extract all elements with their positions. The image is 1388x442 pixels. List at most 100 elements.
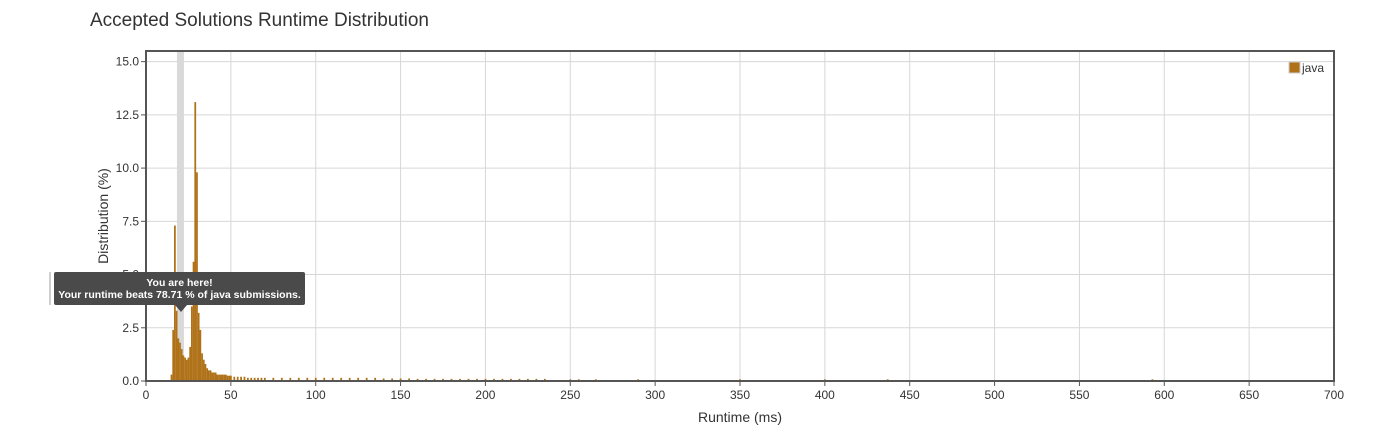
- bar[interactable]: [192, 261, 195, 381]
- plot-frame: [145, 50, 1335, 382]
- bar[interactable]: [484, 378, 487, 381]
- bar[interactable]: [218, 374, 220, 381]
- bar[interactable]: [182, 355, 185, 381]
- bar[interactable]: [306, 377, 309, 381]
- x-tick-label: 550: [1069, 388, 1089, 402]
- bar[interactable]: [382, 378, 385, 381]
- bar[interactable]: [175, 310, 178, 381]
- y-tick-label: 15.0: [116, 55, 140, 69]
- bar[interactable]: [219, 374, 222, 381]
- bar[interactable]: [323, 377, 326, 381]
- tooltip-line-1: You are here!: [146, 277, 213, 289]
- bar[interactable]: [187, 357, 190, 381]
- bar[interactable]: [233, 376, 236, 381]
- bar[interactable]: [260, 377, 263, 381]
- bar[interactable]: [467, 378, 470, 381]
- bar[interactable]: [226, 375, 229, 381]
- bar[interactable]: [177, 338, 180, 381]
- bar[interactable]: [228, 375, 231, 381]
- bar[interactable]: [201, 353, 203, 381]
- y-tick-label: 0.0: [122, 374, 139, 388]
- bar[interactable]: [297, 377, 300, 381]
- bar[interactable]: [391, 378, 394, 381]
- bar[interactable]: [357, 377, 360, 381]
- bar[interactable]: [236, 376, 239, 381]
- bar[interactable]: [180, 349, 183, 381]
- tooltip-pointer: [175, 305, 187, 312]
- bar[interactable]: [240, 376, 242, 381]
- x-tick-label: 600: [1154, 388, 1174, 402]
- bar[interactable]: [224, 374, 227, 381]
- bar[interactable]: [450, 378, 453, 381]
- bar[interactable]: [213, 372, 215, 381]
- bar[interactable]: [257, 377, 259, 381]
- bar[interactable]: [211, 372, 214, 381]
- bar[interactable]: [425, 378, 427, 381]
- bar[interactable]: [416, 378, 419, 381]
- bar[interactable]: [535, 378, 538, 381]
- bar[interactable]: [408, 378, 410, 381]
- bar[interactable]: [206, 368, 209, 381]
- bar[interactable]: [510, 378, 512, 381]
- tooltip-line-2: Your runtime beats 78.71 % of java submi…: [58, 289, 301, 301]
- bar[interactable]: [501, 378, 504, 381]
- bar[interactable]: [289, 377, 292, 381]
- bar[interactable]: [172, 329, 175, 381]
- bar[interactable]: [170, 374, 173, 381]
- x-tick-label: 400: [815, 388, 835, 402]
- bar[interactable]: [527, 378, 529, 381]
- tooltip-edge: [49, 272, 51, 305]
- legend-swatch-java: [1288, 61, 1301, 74]
- bar[interactable]: [189, 346, 192, 381]
- bar[interactable]: [209, 370, 212, 381]
- legend[interactable]: java: [1288, 61, 1324, 75]
- bar[interactable]: [216, 374, 219, 381]
- grid-lines: [146, 51, 1335, 381]
- x-tick-label: 150: [391, 388, 411, 402]
- bar[interactable]: [190, 306, 193, 381]
- bar[interactable]: [199, 329, 202, 381]
- bar[interactable]: [314, 377, 317, 381]
- bar[interactable]: [221, 374, 224, 381]
- bar[interactable]: [365, 377, 368, 381]
- x-axis-ticks: 0 50 100 150 200 250 300 350 400 450 500 550 600 650 7…: [143, 381, 1344, 402]
- bar[interactable]: [340, 377, 343, 381]
- bar[interactable]: [214, 372, 217, 381]
- bar[interactable]: [179, 342, 181, 381]
- bar[interactable]: [207, 370, 210, 381]
- x-tick-label: 100: [306, 388, 326, 402]
- bar[interactable]: [476, 378, 478, 381]
- bar-series-java: [170, 102, 1335, 381]
- your-runtime-highlight-band: [176, 51, 184, 381]
- bar[interactable]: [348, 377, 351, 381]
- bar[interactable]: [246, 377, 249, 381]
- bar[interactable]: [518, 378, 521, 381]
- bar[interactable]: [250, 377, 253, 381]
- bar[interactable]: [185, 359, 188, 381]
- x-axis-label: Runtime (ms): [698, 409, 782, 425]
- bar[interactable]: [194, 102, 197, 381]
- bar[interactable]: [399, 378, 402, 381]
- y-tick-label: 12.5: [116, 108, 140, 122]
- bar[interactable]: [493, 378, 495, 381]
- bar[interactable]: [253, 377, 256, 381]
- bar[interactable]: [230, 375, 232, 381]
- x-tick-label: 350: [730, 388, 750, 402]
- bar[interactable]: [243, 376, 246, 381]
- bar[interactable]: [204, 363, 207, 381]
- x-tick-label: 0: [143, 388, 150, 402]
- bar[interactable]: [442, 378, 444, 381]
- bar[interactable]: [202, 359, 205, 381]
- bar[interactable]: [433, 378, 436, 381]
- bar[interactable]: [272, 377, 275, 381]
- bar[interactable]: [197, 312, 200, 381]
- bar[interactable]: [459, 378, 461, 381]
- bar[interactable]: [184, 357, 186, 381]
- bar[interactable]: [280, 377, 283, 381]
- bar[interactable]: [543, 378, 546, 381]
- you-are-here-tooltip: You are here! Your runtime beats 78.71 %…: [54, 272, 305, 312]
- bar[interactable]: [374, 377, 377, 381]
- bar[interactable]: [263, 377, 266, 381]
- bar[interactable]: [223, 374, 225, 381]
- bar[interactable]: [331, 377, 334, 381]
